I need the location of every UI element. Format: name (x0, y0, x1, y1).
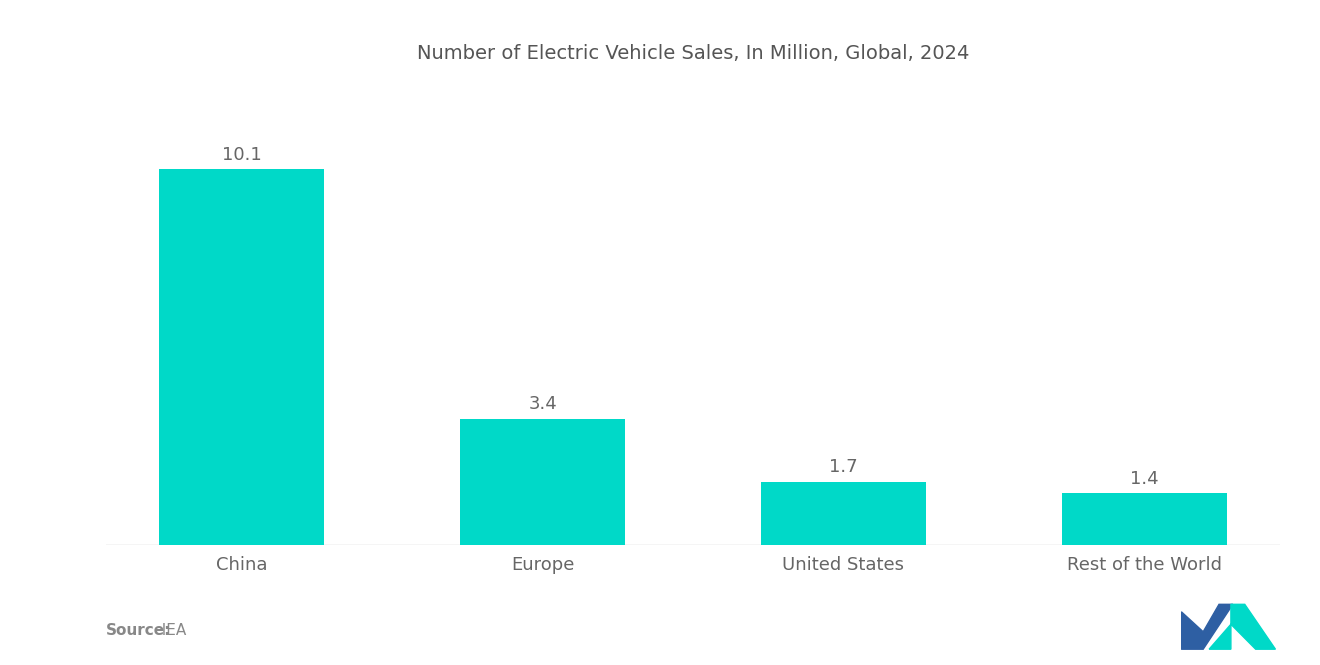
Text: 1.4: 1.4 (1130, 469, 1159, 487)
Polygon shape (1181, 604, 1233, 649)
Bar (459, 419, 626, 545)
Text: 3.4: 3.4 (528, 395, 557, 413)
Text: IEA: IEA (152, 623, 186, 638)
Bar (760, 482, 927, 545)
Title: Number of Electric Vehicle Sales, In Million, Global, 2024: Number of Electric Vehicle Sales, In Mil… (417, 44, 969, 63)
Polygon shape (1209, 604, 1275, 649)
Text: 10.1: 10.1 (222, 146, 261, 164)
Text: Source:: Source: (106, 623, 172, 638)
Text: 1.7: 1.7 (829, 458, 858, 476)
Bar (158, 169, 325, 545)
Bar (1061, 493, 1228, 545)
